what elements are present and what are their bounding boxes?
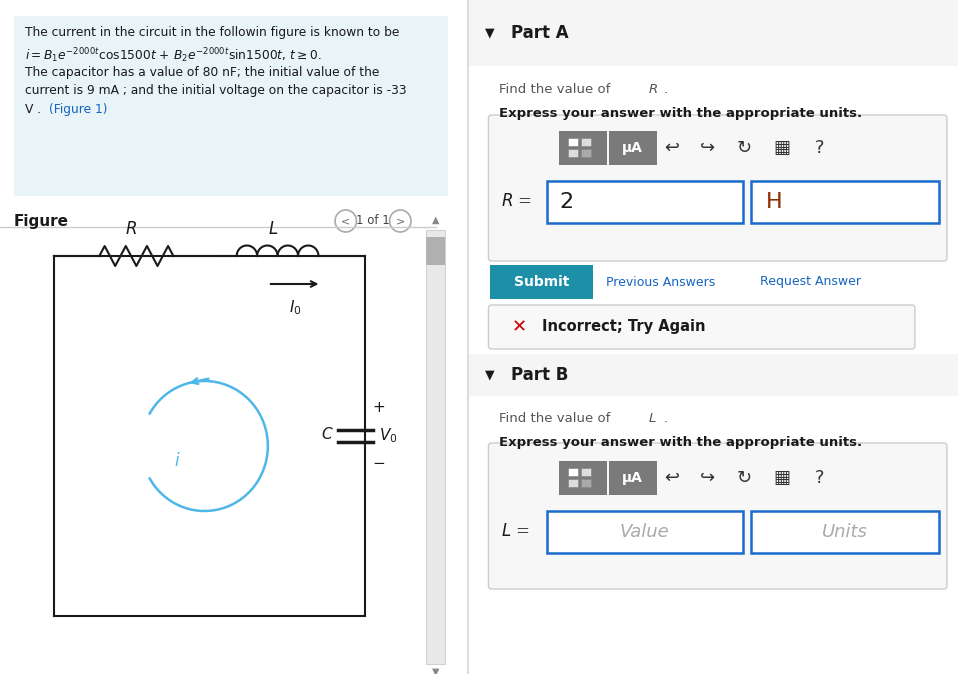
- Text: ↩: ↩: [664, 469, 679, 487]
- Text: current is 9 mA ; and the initial voltage on the capacitor is -33: current is 9 mA ; and the initial voltag…: [25, 84, 407, 97]
- Text: .: .: [664, 83, 668, 96]
- Text: ▼: ▼: [432, 667, 439, 674]
- Text: $L$ =: $L$ =: [501, 524, 530, 541]
- Text: ?: ?: [815, 139, 825, 157]
- Text: ↩: ↩: [664, 139, 679, 157]
- Text: $i$: $i$: [174, 452, 180, 470]
- Text: $C$: $C$: [321, 426, 333, 442]
- FancyBboxPatch shape: [489, 305, 915, 349]
- FancyBboxPatch shape: [567, 479, 578, 487]
- Text: Part B: Part B: [512, 366, 569, 384]
- Text: ▼: ▼: [485, 369, 494, 381]
- Text: $V_0$: $V_0$: [378, 427, 398, 446]
- FancyBboxPatch shape: [469, 0, 958, 66]
- Text: $L$: $L$: [648, 412, 656, 425]
- Text: $L$: $L$: [267, 221, 278, 238]
- FancyBboxPatch shape: [13, 16, 448, 196]
- Text: Previous Answers: Previous Answers: [605, 276, 715, 288]
- Text: Find the value of: Find the value of: [499, 83, 615, 96]
- Text: ↻: ↻: [736, 469, 751, 487]
- FancyBboxPatch shape: [751, 181, 939, 223]
- FancyBboxPatch shape: [608, 461, 656, 495]
- FancyBboxPatch shape: [581, 138, 590, 146]
- Text: <: <: [341, 216, 351, 226]
- Text: +: +: [373, 400, 385, 415]
- Text: Submit: Submit: [513, 275, 569, 289]
- FancyBboxPatch shape: [581, 479, 590, 487]
- Text: The current in the circuit in the followin figure is known to be: The current in the circuit in the follow…: [25, 26, 399, 39]
- Text: ✕: ✕: [512, 318, 527, 336]
- Text: H: H: [765, 192, 783, 212]
- Text: Express your answer with the appropriate units.: Express your answer with the appropriate…: [499, 107, 862, 120]
- FancyBboxPatch shape: [581, 468, 590, 476]
- Text: Request Answer: Request Answer: [760, 276, 861, 288]
- Text: ↻: ↻: [736, 139, 751, 157]
- Text: Find the value of: Find the value of: [499, 412, 615, 425]
- Text: μA: μA: [622, 471, 643, 485]
- FancyBboxPatch shape: [581, 149, 590, 157]
- Text: V .: V .: [25, 103, 41, 116]
- FancyBboxPatch shape: [559, 461, 606, 495]
- Text: Express your answer with the appropriate units.: Express your answer with the appropriate…: [499, 436, 862, 449]
- FancyBboxPatch shape: [469, 0, 958, 674]
- Text: −: −: [373, 456, 385, 472]
- FancyBboxPatch shape: [469, 354, 958, 396]
- FancyBboxPatch shape: [546, 181, 742, 223]
- Text: ?: ?: [815, 469, 825, 487]
- FancyBboxPatch shape: [490, 265, 593, 299]
- Text: 1 of 1: 1 of 1: [356, 214, 390, 228]
- FancyBboxPatch shape: [608, 131, 656, 165]
- Text: μA: μA: [622, 141, 643, 155]
- FancyBboxPatch shape: [489, 115, 947, 261]
- FancyBboxPatch shape: [751, 511, 939, 553]
- FancyBboxPatch shape: [567, 138, 578, 146]
- Text: ↪: ↪: [700, 139, 716, 157]
- Text: >: >: [396, 216, 405, 226]
- Text: $I_0$: $I_0$: [288, 298, 302, 317]
- Text: $R$: $R$: [125, 221, 138, 238]
- Text: (Figure 1): (Figure 1): [49, 103, 107, 116]
- Text: Incorrect; Try Again: Incorrect; Try Again: [541, 319, 705, 334]
- Text: Units: Units: [822, 523, 868, 541]
- FancyBboxPatch shape: [425, 230, 445, 664]
- FancyBboxPatch shape: [567, 149, 578, 157]
- Text: $i = B_1 e^{-2000t}$cos1500$t$ + $B_2 e^{-2000t}$sin1500$t$, $t \geq 0$.: $i = B_1 e^{-2000t}$cos1500$t$ + $B_2 e^…: [25, 46, 322, 65]
- Text: Figure: Figure: [13, 214, 69, 229]
- Text: The capacitor has a value of 80 nF; the initial value of the: The capacitor has a value of 80 nF; the …: [25, 66, 379, 79]
- Text: 2: 2: [559, 192, 574, 212]
- FancyBboxPatch shape: [559, 131, 606, 165]
- Text: ▲: ▲: [432, 215, 439, 225]
- FancyBboxPatch shape: [567, 468, 578, 476]
- Text: $R$: $R$: [648, 83, 657, 96]
- FancyBboxPatch shape: [546, 511, 742, 553]
- Text: .: .: [664, 412, 668, 425]
- Text: ▦: ▦: [773, 139, 790, 157]
- Text: ▦: ▦: [773, 469, 790, 487]
- Text: ↪: ↪: [700, 469, 716, 487]
- Text: ▼: ▼: [485, 26, 494, 40]
- FancyBboxPatch shape: [489, 443, 947, 589]
- FancyBboxPatch shape: [425, 237, 445, 265]
- Text: Value: Value: [620, 523, 670, 541]
- Text: $R$ =: $R$ =: [501, 193, 533, 210]
- Text: Part A: Part A: [512, 24, 569, 42]
